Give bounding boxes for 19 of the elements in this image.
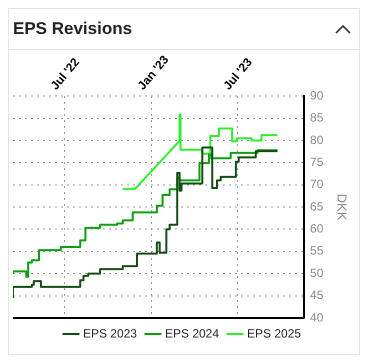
- y-tick-label: 75: [310, 154, 324, 169]
- legend-label: EPS 2023: [82, 326, 138, 340]
- x-tick-label: Jan '23: [134, 52, 172, 92]
- legend-label: EPS 2024: [164, 326, 220, 340]
- y-tick-label: 45: [310, 288, 324, 302]
- y-tick-label: 50: [310, 266, 324, 280]
- legend-label: EPS 2025: [247, 326, 302, 340]
- x-tick-label: Jul '23: [220, 54, 256, 92]
- y-tick-label: 80: [310, 132, 324, 147]
- y-tick-label: 40: [310, 310, 324, 324]
- y-axis-title: DKK: [334, 194, 350, 221]
- y-tick-label: 65: [310, 199, 324, 214]
- x-tick-label: Jul '22: [48, 54, 82, 92]
- y-tick-label: 70: [310, 177, 324, 192]
- chart-title: EPS Revisions: [13, 19, 132, 39]
- y-tick-label: 85: [310, 110, 324, 125]
- y-tick-label: 60: [310, 222, 324, 236]
- y-tick-label: 90: [310, 88, 324, 102]
- y-tick-label: 55: [310, 244, 324, 258]
